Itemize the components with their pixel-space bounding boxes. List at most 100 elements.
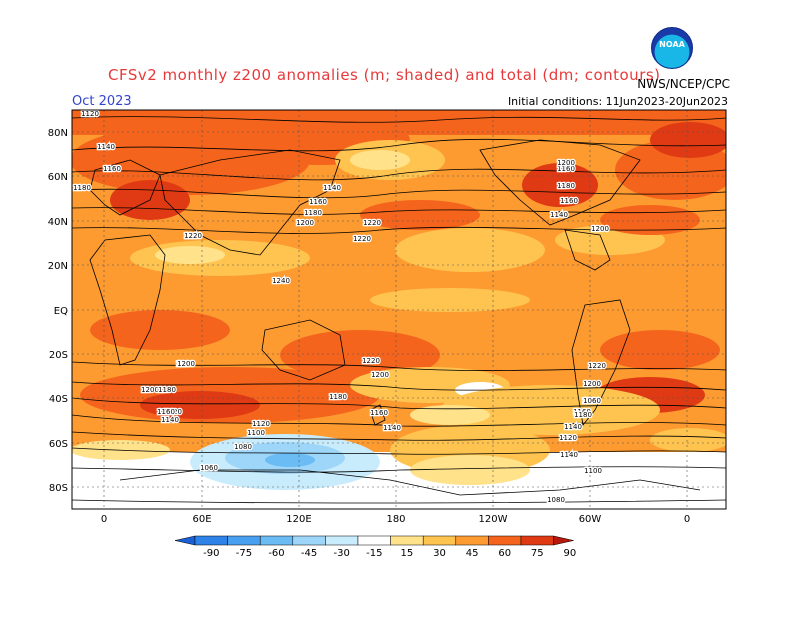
colorbar-swatch bbox=[259, 535, 294, 546]
contour-label: 1200 bbox=[177, 360, 195, 368]
contour-label: 1120 bbox=[164, 408, 182, 416]
contour-label: 1160 bbox=[370, 409, 388, 417]
map-title: CFSv2 monthly z200 anomalies (m; shaded)… bbox=[108, 66, 661, 84]
contour-label: 1200 bbox=[296, 219, 314, 227]
contour-label: 1100 bbox=[584, 467, 602, 475]
colorbar-arrow-left bbox=[174, 535, 196, 546]
contour-label: 1240 bbox=[184, 232, 202, 240]
contour-label: 1140 bbox=[550, 211, 568, 219]
contour-label: 1220 bbox=[353, 235, 371, 243]
gridlines bbox=[72, 110, 726, 509]
lat-label: 80S bbox=[49, 483, 68, 494]
colorbar-swatch bbox=[488, 535, 522, 546]
contour-label: 1200 bbox=[591, 225, 609, 233]
contour-label: 1220 bbox=[184, 232, 202, 240]
contour-label: 1140 bbox=[323, 184, 341, 192]
lat-label: EQ bbox=[54, 306, 68, 317]
colorbar-tick-label: -45 bbox=[301, 548, 317, 559]
lon-label: 0 bbox=[101, 514, 107, 525]
colorbar-swatch bbox=[357, 535, 391, 546]
contour-label: 1140 bbox=[383, 424, 401, 432]
contour-label: 1180 bbox=[304, 209, 322, 217]
colorbar-tick-label: 45 bbox=[466, 548, 479, 559]
contour-label: 1060 bbox=[583, 397, 601, 405]
contour-label: 1220 bbox=[363, 219, 381, 227]
contour-label: 1160 bbox=[103, 165, 121, 173]
contour-label: 1200 bbox=[557, 159, 575, 167]
colorbar-swatch bbox=[422, 535, 457, 546]
contour-label: 1140 bbox=[560, 451, 578, 459]
contour-label: 1200 bbox=[583, 380, 601, 388]
contour-label: 1180 bbox=[574, 411, 592, 419]
latitude-labels: 80N 60N 40N 20N EQ 20S 40S 60S 80S bbox=[48, 128, 68, 494]
lon-label: 0 bbox=[684, 514, 690, 525]
contour-label: 1180 bbox=[158, 386, 176, 394]
colorbar-swatch bbox=[325, 535, 359, 546]
colorbar-swatch bbox=[292, 535, 326, 546]
contour-label: 1160 bbox=[309, 198, 327, 206]
contour-label: 1160 bbox=[573, 408, 591, 416]
colorbar-arrow-right bbox=[553, 535, 574, 546]
contour-label: 1120 bbox=[559, 434, 577, 442]
contour-label: 1080 bbox=[547, 496, 565, 504]
lat-label: 40S bbox=[49, 394, 68, 405]
colorbar-tick-label: 90 bbox=[564, 548, 577, 559]
contour-label: 1220 bbox=[588, 362, 606, 370]
lon-label: 60E bbox=[192, 514, 211, 525]
contour-label: 1180 bbox=[73, 184, 91, 192]
contour-label: 1240 bbox=[272, 277, 290, 285]
lat-label: 80N bbox=[48, 128, 68, 139]
colorbar-tick-label: -60 bbox=[268, 548, 284, 559]
colorbar-tick-label: 30 bbox=[433, 548, 446, 559]
forecast-month: Oct 2023 bbox=[72, 94, 132, 109]
lat-label: 60S bbox=[49, 439, 68, 450]
lat-label: 40N bbox=[48, 217, 68, 228]
colorbar-tick-label: -90 bbox=[203, 548, 219, 559]
lon-label: 60W bbox=[579, 514, 602, 525]
colorbar-tick-label: -75 bbox=[236, 548, 252, 559]
colorbar-tick-label: 75 bbox=[531, 548, 544, 559]
contour-label: 1180 bbox=[329, 393, 347, 401]
colorbar-swatch bbox=[227, 535, 261, 546]
lon-label: 120W bbox=[479, 514, 508, 525]
contour-label: 1100 bbox=[247, 429, 265, 437]
colorbar-swatch bbox=[390, 535, 424, 546]
colorbar-tick-label: 15 bbox=[401, 548, 414, 559]
contour-label: 1160 bbox=[157, 408, 175, 416]
contour-label: 1220 bbox=[176, 360, 194, 368]
contour-label: 1180 bbox=[557, 182, 575, 190]
colorbar-tick-label: -30 bbox=[334, 548, 350, 559]
longitude-labels: 0 60E 120E 180 120W 60W 0 bbox=[101, 514, 690, 525]
contour-label: 1140 bbox=[97, 143, 115, 151]
contour-labels: 1120114011601180120012201240112011401160… bbox=[72, 110, 610, 505]
contour-label: 1060 bbox=[200, 464, 218, 472]
lat-label: 60N bbox=[48, 172, 68, 183]
contour-label: 1140 bbox=[161, 416, 179, 424]
colorbar-tick-label: 60 bbox=[498, 548, 511, 559]
contour-label: 1120 bbox=[81, 110, 99, 118]
contour-label: 1220 bbox=[362, 357, 380, 365]
colorbar-swatch bbox=[455, 535, 489, 546]
initial-conditions: Initial conditions: 11Jun2023-20Jun2023 bbox=[507, 95, 728, 108]
noaa-logo-text: NOAA bbox=[659, 40, 685, 49]
contour-label: 1180 bbox=[582, 397, 600, 405]
contour-label: 1200 bbox=[371, 371, 389, 379]
colorbar-legend: -90 -75 -60 -45 -30 -15 15 30 45 60 75 90 bbox=[174, 535, 577, 559]
height-contours bbox=[72, 116, 726, 504]
contour-label: 1200 bbox=[141, 386, 159, 394]
organization-label: NWS/NCEP/CPC bbox=[637, 77, 730, 91]
contour-label: 1120 bbox=[252, 420, 270, 428]
lat-label: 20N bbox=[48, 261, 68, 272]
colorbar-swatch bbox=[520, 535, 554, 546]
lon-label: 180 bbox=[386, 514, 405, 525]
contour-label: 1160 bbox=[560, 197, 578, 205]
noaa-logo: NOAA bbox=[651, 27, 693, 69]
contour-label: 1140 bbox=[564, 423, 582, 431]
colorbar-tick-label: -15 bbox=[366, 548, 382, 559]
contour-label: 1080 bbox=[234, 443, 252, 451]
colorbar-swatch bbox=[194, 535, 228, 546]
contour-label: 1160 bbox=[557, 165, 575, 173]
lon-label: 120E bbox=[286, 514, 311, 525]
lat-label: 20S bbox=[49, 350, 68, 361]
